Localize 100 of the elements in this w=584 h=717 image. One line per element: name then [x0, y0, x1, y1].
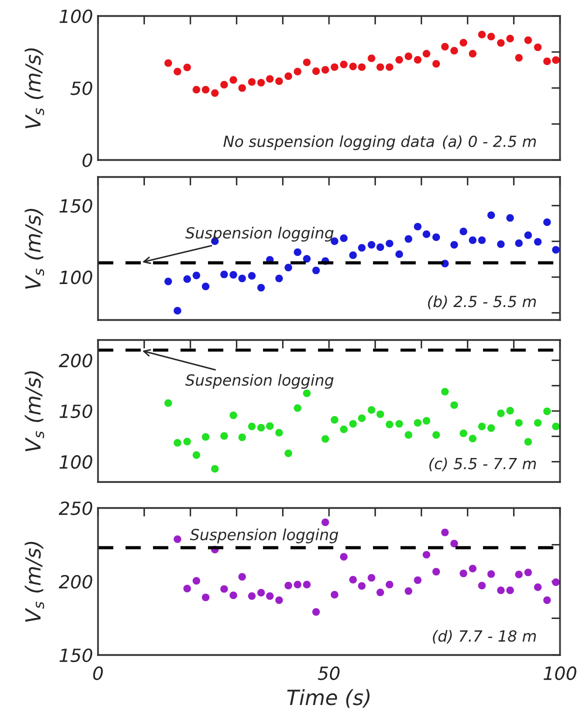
point	[552, 56, 560, 64]
point	[202, 594, 210, 602]
point	[497, 240, 505, 248]
point	[524, 36, 532, 44]
point	[322, 66, 330, 74]
point	[164, 59, 172, 67]
point	[376, 63, 384, 71]
point	[183, 584, 191, 592]
point	[183, 438, 191, 446]
point	[478, 582, 486, 590]
point	[164, 278, 172, 286]
point	[515, 239, 523, 248]
point	[340, 426, 348, 434]
point	[422, 230, 430, 238]
point	[220, 80, 228, 88]
point	[238, 274, 246, 282]
y-axis-title: V$_{s}$ (m/s)	[24, 208, 44, 289]
annotation: (c) 5.5 - 7.7 m	[429, 458, 536, 472]
point	[460, 430, 468, 438]
point	[441, 388, 449, 396]
point	[312, 266, 320, 274]
point	[192, 451, 200, 459]
point	[422, 550, 430, 559]
point	[432, 60, 440, 68]
point	[248, 272, 256, 280]
point	[340, 553, 348, 561]
point	[487, 570, 495, 578]
point	[497, 586, 505, 594]
point	[294, 404, 302, 412]
point	[330, 63, 338, 71]
point	[192, 272, 200, 280]
point	[478, 30, 486, 38]
point	[534, 43, 542, 52]
point	[450, 540, 458, 548]
point	[312, 67, 320, 75]
point	[202, 433, 210, 441]
point	[506, 34, 514, 42]
point	[275, 77, 283, 86]
point	[303, 580, 311, 588]
point	[211, 465, 219, 473]
point	[404, 52, 412, 60]
ref-line-label: Suspension logging	[190, 528, 338, 544]
point	[340, 60, 348, 68]
point	[497, 410, 505, 418]
point	[376, 588, 384, 596]
y-tick-label: 150	[60, 199, 92, 213]
point	[414, 576, 422, 584]
y-tick-label: 100	[60, 270, 92, 284]
point	[284, 449, 292, 458]
point	[468, 50, 476, 58]
point	[441, 528, 449, 536]
point	[294, 248, 302, 256]
point	[376, 410, 384, 418]
point	[322, 435, 330, 443]
point	[515, 570, 523, 578]
y-tick-label: 200	[58, 574, 92, 589]
point	[303, 254, 311, 263]
y-axis-title: V$_{s}$ (m/s)	[24, 48, 44, 128]
point	[248, 78, 256, 86]
point	[432, 568, 440, 576]
point	[275, 428, 283, 437]
point	[478, 422, 486, 430]
point	[174, 68, 182, 76]
point	[468, 236, 476, 244]
point	[238, 84, 246, 92]
y-tick-label: 100	[60, 9, 92, 24]
point	[543, 596, 551, 604]
point	[238, 433, 246, 442]
point	[432, 233, 440, 242]
point	[468, 564, 476, 572]
point	[515, 54, 523, 62]
x-tick-label: 100	[544, 666, 576, 680]
point	[422, 417, 430, 425]
point	[460, 228, 468, 236]
y-tick-label: 150	[60, 404, 92, 418]
point	[312, 608, 320, 616]
point	[284, 582, 292, 590]
point	[395, 420, 404, 428]
point	[386, 420, 394, 428]
point	[552, 246, 560, 254]
point	[202, 86, 210, 94]
point	[358, 582, 366, 590]
point	[386, 240, 394, 248]
point	[340, 234, 348, 242]
y-tick-label: 50	[70, 81, 92, 96]
point	[404, 431, 412, 439]
point	[230, 411, 238, 420]
y-tick-label: 0	[82, 153, 92, 168]
point	[349, 62, 357, 70]
point	[275, 596, 283, 604]
point	[524, 568, 532, 576]
point	[294, 580, 302, 588]
point	[468, 434, 476, 442]
point	[266, 422, 274, 430]
point	[404, 587, 412, 595]
point	[238, 572, 246, 581]
point	[230, 592, 238, 600]
point	[257, 588, 265, 596]
point	[358, 63, 366, 71]
point	[257, 424, 265, 432]
